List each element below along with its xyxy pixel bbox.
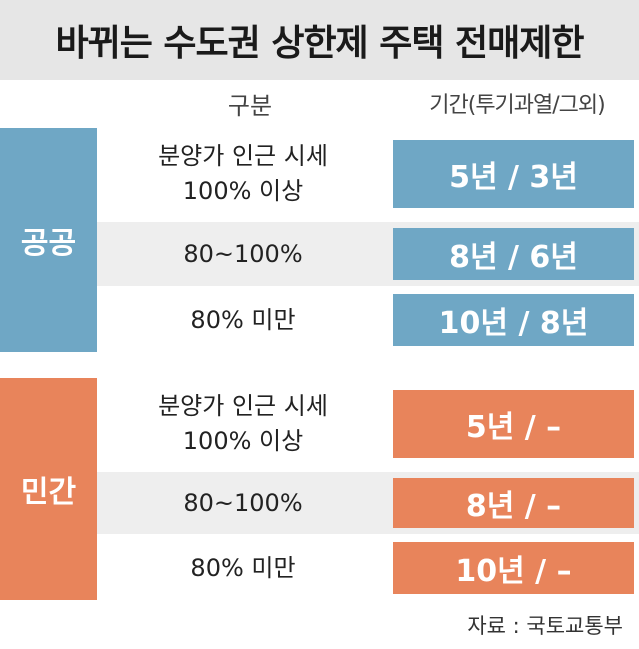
row-description: 80~100% (183, 239, 303, 268)
page-title: 바뀌는 수도권 상한제 주택 전매제한 (0, 0, 639, 80)
group-label-private: 민간 (0, 378, 97, 600)
column-header-category: 구분 (227, 91, 273, 120)
period-value: 8년 / 6년 (393, 228, 634, 280)
table-row: 80% 미만 10년 / 8년 (97, 288, 639, 352)
period-value: 5년 / 3년 (393, 140, 634, 208)
column-header-period: 기간(투기과열/그외) (429, 93, 606, 118)
source-note: 자료 : 국토교통부 (467, 614, 623, 638)
row-description: 80~100% (183, 488, 303, 517)
row-description: 분양가 인근 시세 100% 이상 (158, 392, 328, 455)
row-description: 분양가 인근 시세 100% 이상 (158, 142, 328, 205)
table-row: 분양가 인근 시세 100% 이상 5년 / 3년 (97, 128, 639, 220)
table-row: 80~100% 8년 / 6년 (97, 222, 639, 286)
table-row: 80% 미만 10년 / – (97, 536, 639, 600)
row-description: 80% 미만 (190, 553, 296, 582)
table-row: 80~100% 8년 / – (97, 472, 639, 534)
period-value: 10년 / – (393, 542, 634, 594)
table-header: 구분 기간(투기과열/그외) (0, 80, 639, 126)
table-row: 분양가 인근 시세 100% 이상 5년 / – (97, 378, 639, 470)
group-label-public: 공공 (0, 128, 97, 352)
period-value: 5년 / – (393, 390, 634, 458)
period-value: 10년 / 8년 (393, 294, 634, 346)
row-description: 80% 미만 (190, 305, 296, 334)
period-value: 8년 / – (393, 478, 634, 528)
